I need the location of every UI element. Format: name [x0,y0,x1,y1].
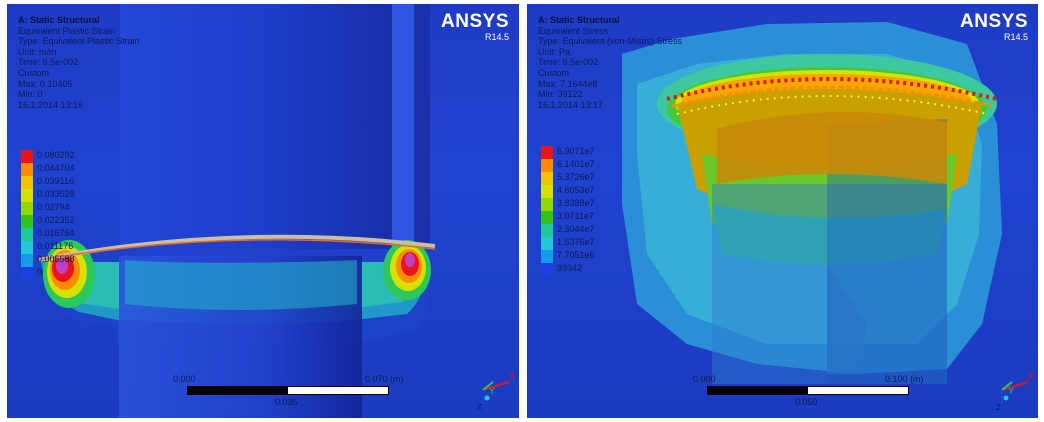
scale-start: 0.000 [693,374,716,384]
result-type: Type: Equivalent (von-Mises) Stress [538,36,683,47]
legend-swatch [21,202,33,215]
analysis-title: A: Static Structural [538,15,620,25]
legend-label: 0.005588 [37,254,75,264]
legend-swatch [541,250,553,263]
axis-triad[interactable]: X Y Z [988,370,1034,410]
result-date: 16.1.2014 13:17 [538,99,604,110]
legend-swatch [541,224,553,237]
legend-swatch [541,263,553,276]
legend-label: 39342 [557,263,583,273]
triad-origin [484,395,490,401]
legend-label: 6.1401e7 [557,159,595,169]
legend-swatch [21,241,33,254]
logo-brand: ANSYS [960,11,1028,32]
legend-label: 3.0711e7 [557,211,594,221]
result-time: Time: 6.5e-002 [18,57,79,68]
legend-label: 0.016764 [37,228,75,238]
triad-origin [1003,395,1009,401]
result-info: A: Static Structural Equivalent Stress T… [538,15,682,110]
logo-version: R14.5 [484,32,509,42]
z-axis-label: Z [477,403,482,410]
legend-swatch [21,163,33,176]
legend-label: 0.039116 [37,176,74,186]
legend-label: 5.3726e7 [557,172,595,182]
legend-swatch [541,159,553,172]
result-name: Equivalent Stress [538,25,609,36]
scale-bar-graphic [187,386,389,395]
model-plastic-strain[interactable] [7,4,519,418]
analysis-title: A: Static Structural [18,15,100,25]
legend-swatch [21,215,33,228]
z-axis-label: Z [996,403,1001,410]
axis-triad[interactable]: X Y Z [469,370,515,410]
result-date: 16.1.2014 13:16 [18,99,84,110]
legend-swatch [541,146,553,159]
result-min: Min: 0 [18,89,43,100]
legend-swatch [21,176,33,189]
result-info: A: Static Structural Equivalent Plastic … [18,15,140,110]
legend-label: 0.033528 [37,189,75,199]
result-max: Max: 7.1644e8 [538,78,598,89]
x-axis-label: X [509,371,515,381]
x-axis-arrow [482,381,510,391]
result-min: Min: 39122 [538,89,583,100]
result-name: Equivalent Plastic Strain [18,25,116,36]
scale-mid: 0.035 [275,397,298,407]
legend-label: 1.5376e7 [557,237,595,247]
legend-label: 0.044704 [37,163,75,173]
y-axis-arrow [482,381,494,391]
viewport-plastic-strain[interactable]: A: Static Structural Equivalent Plastic … [7,4,519,418]
scale-start: 0.000 [173,374,196,384]
logo-version: R14.5 [1003,32,1028,42]
legend-label: 6.9071e7 [557,146,595,156]
y-axis-label: Y [489,386,495,396]
scale-bar: 0.000 0.100 (m) 0.050 [693,374,927,416]
model-equivalent-stress[interactable] [527,4,1038,418]
scale-mid: 0.050 [795,397,818,407]
scale-end: 0.070 (m) [365,374,404,384]
x-axis-arrow [1001,381,1029,391]
y-axis-arrow [1001,381,1013,391]
legend-mode: Custom [538,67,570,78]
legend-mode: Custom [18,67,50,78]
legend-label: 4.6053e7 [557,185,595,195]
legend-label: 0.080292 [37,150,75,160]
legend-label: 0.011176 [37,241,74,251]
scale-bar: 0.000 0.070 (m) 0.035 [173,374,407,416]
result-unit: Unit: Pa [538,46,571,57]
legend-label: 0.022352 [37,215,75,225]
legend-swatch [541,211,553,224]
result-unit: Unit: m/m [18,46,57,57]
legend-label: 0 [37,267,43,277]
legend-swatch [21,254,33,267]
legend-label: 7.7051e6 [557,250,595,260]
result-time: Time: 6.5e-002 [538,57,599,68]
scale-bar-graphic [707,386,909,395]
result-max: Max: 0.10405 [18,78,73,89]
y-axis-label: Y [1008,386,1014,396]
logo-brand: ANSYS [441,11,509,32]
legend-swatch [21,189,33,202]
legend-swatch [541,185,553,198]
result-type: Type: Equivalent Plastic Strain [18,36,140,47]
legend-swatch [541,198,553,211]
scale-end: 0.100 (m) [885,374,924,384]
ansys-logo: ANSYS R14.5 [960,11,1028,43]
legend-swatch [21,228,33,241]
legend-swatch [541,172,553,185]
viewport-equivalent-stress[interactable]: A: Static Structural Equivalent Stress T… [527,4,1038,418]
legend-label: 3.8388e7 [557,198,595,208]
x-axis-label: X [1028,371,1034,381]
legend-label: 0.02794 [37,202,70,212]
ansys-logo: ANSYS R14.5 [441,11,509,43]
legend-swatch [541,237,553,250]
legend-label: 2.3044e7 [557,224,595,234]
legend-swatch [21,267,33,280]
legend-swatch [21,150,33,163]
